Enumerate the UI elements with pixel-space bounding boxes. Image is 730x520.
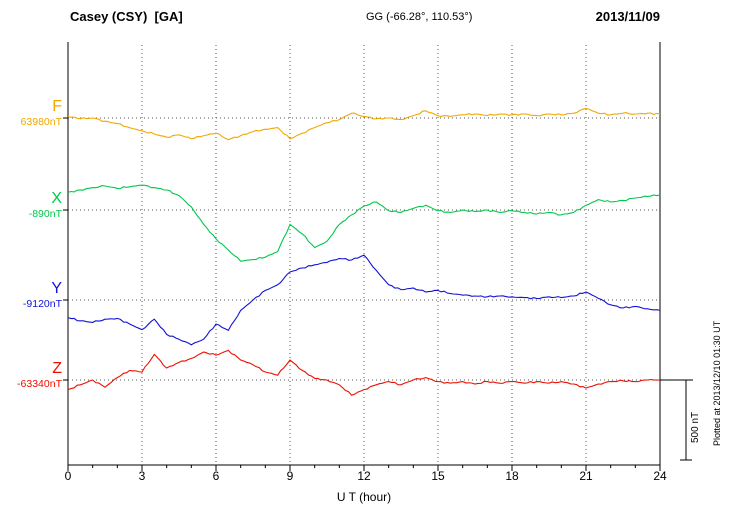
scale-bar-label: 500 nT	[690, 411, 701, 443]
trace-letter-Y: Y	[51, 280, 62, 297]
x-axis-title: U T (hour)	[336, 490, 392, 504]
x-tick-label: 21	[579, 469, 593, 483]
trace-label-F: F 63980nT	[0, 98, 62, 129]
x-tick-label: 9	[286, 469, 294, 483]
trace-label-Y: Y -9120nT	[0, 280, 62, 311]
station-title: Casey (CSY) [GA]	[70, 9, 183, 24]
x-tick-label: 18	[505, 469, 519, 483]
x-tick-label: 0	[64, 469, 72, 483]
x-tick-label: 15	[431, 469, 445, 483]
trace-baseline-value-X: -890nT	[28, 208, 62, 220]
trace-label-X: X -890nT	[0, 190, 62, 221]
x-tick-label: 24	[653, 469, 667, 483]
trace-baseline-value-Z: -63340nT	[17, 378, 62, 390]
trace-X	[67, 184, 661, 262]
trace-Y	[67, 254, 661, 346]
x-tick-label: 3	[138, 469, 146, 483]
plot-date: 2013/11/09	[595, 9, 660, 24]
trace-baseline-value-F: 63980nT	[20, 116, 62, 128]
trace-F	[67, 107, 661, 141]
trace-letter-Z: Z	[52, 360, 62, 377]
trace-Z	[67, 349, 661, 396]
plotted-timestamp-note: Plotted at 2013/12/10 01:30 UT	[712, 320, 722, 446]
geographic-coords: GG (-66.28°, 110.53°)	[366, 11, 473, 23]
trace-label-Z: Z -63340nT	[0, 360, 62, 391]
trace-letter-X: X	[51, 190, 62, 207]
x-tick-label: 12	[357, 469, 371, 483]
trace-baseline-value-Y: -9120nT	[22, 298, 62, 310]
trace-letter-F: F	[52, 98, 62, 115]
x-tick-label: 6	[212, 469, 220, 483]
